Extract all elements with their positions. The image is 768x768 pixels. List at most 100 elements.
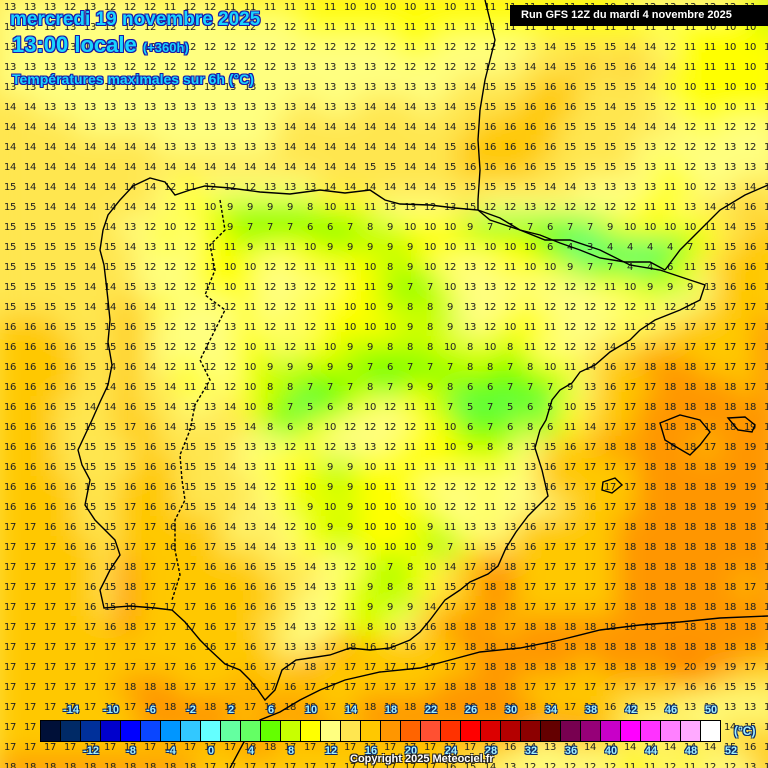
grid-value: 11 (683, 102, 697, 113)
grid-value: 9 (426, 382, 434, 393)
grid-value: 17 (163, 662, 177, 673)
grid-value: 14 (643, 62, 657, 73)
grid-value: 10 (703, 102, 717, 113)
grid-value: 10 (363, 402, 377, 413)
grid-value: 12 (343, 422, 357, 433)
grid-value: 18 (463, 702, 477, 713)
grid-value: 17 (563, 482, 577, 493)
grid-value: 17 (23, 582, 37, 593)
grid-value: 16 (483, 122, 497, 133)
grid-value: 16 (43, 522, 57, 533)
grid-value: 8 (506, 342, 514, 353)
grid-value: 7 (506, 382, 514, 393)
grid-value: 16 (523, 522, 537, 533)
grid-value: 17 (703, 362, 717, 373)
grid-value: 16 (123, 402, 137, 413)
grid-value: 15 (103, 442, 117, 453)
grid-value: 16 (523, 542, 537, 553)
legend-label-bottom: 28 (484, 745, 498, 757)
grid-value: 17 (743, 582, 757, 593)
grid-value: 11 (683, 762, 697, 768)
grid-value: 14 (403, 182, 417, 193)
grid-value: 11 (763, 102, 768, 113)
grid-value: 17 (643, 342, 657, 353)
grid-value: 17 (583, 522, 597, 533)
grid-value: 14 (223, 402, 237, 413)
grid-value: 16 (63, 342, 77, 353)
grid-value: 15 (103, 262, 117, 273)
grid-value: 7 (326, 382, 334, 393)
grid-value: 9 (406, 242, 414, 253)
grid-value: 10 (423, 502, 437, 513)
grid-value: 16 (583, 62, 597, 73)
grid-value: 11 (703, 122, 717, 133)
grid-value: 15 (603, 82, 617, 93)
grid-value: 13 (463, 302, 477, 313)
grid-value: 12 (703, 182, 717, 193)
grid-value: 16 (203, 602, 217, 613)
grid-value: 13 (263, 122, 277, 133)
grid-value: 17 (343, 762, 357, 768)
grid-value: 12 (263, 62, 277, 73)
grid-value: 14 (643, 42, 657, 53)
grid-value: 12 (223, 62, 237, 73)
grid-value: 9 (566, 382, 574, 393)
grid-value: 11 (343, 282, 357, 293)
grid-value: 14 (83, 182, 97, 193)
grid-value: 7 (486, 402, 494, 413)
grid-value: 17 (203, 742, 217, 753)
grid-value: 15 (103, 322, 117, 333)
grid-value: 16 (23, 402, 37, 413)
grid-value: 14 (623, 42, 637, 53)
grid-value: 16 (123, 382, 137, 393)
grid-value: 13 (103, 22, 117, 33)
grid-value: 14 (23, 122, 37, 133)
grid-value: 15 (123, 262, 137, 273)
grid-value: 19 (723, 662, 737, 673)
grid-value: 13 (383, 202, 397, 213)
grid-value: 15 (703, 262, 717, 273)
grid-value: 16 (3, 502, 17, 513)
grid-value: 15 (3, 262, 17, 273)
grid-value: 18 (603, 442, 617, 453)
grid-value: 18 (383, 702, 397, 713)
grid-value: 18 (83, 762, 97, 768)
grid-value: 18 (683, 522, 697, 533)
grid-value: 14 (43, 202, 57, 213)
grid-value: 11 (503, 22, 517, 33)
grid-value: 12 (503, 502, 517, 513)
grid-value: 14 (243, 482, 257, 493)
grid-value: 13 (743, 702, 757, 713)
grid-value: 14 (363, 122, 377, 133)
grid-value: 11 (663, 202, 677, 213)
grid-value: 18 (763, 562, 768, 573)
grid-value: 18 (623, 442, 637, 453)
grid-value: 17 (243, 702, 257, 713)
grid-value: 16 (163, 462, 177, 473)
grid-value: 17 (103, 702, 117, 713)
grid-value: 13 (243, 522, 257, 533)
grid-value: 9 (406, 382, 414, 393)
legend-label-top: 10 (304, 704, 318, 716)
grid-value: 18 (523, 642, 537, 653)
grid-value: 17 (303, 762, 317, 768)
grid-value: 19 (723, 502, 737, 513)
grid-value: 17 (563, 682, 577, 693)
grid-value: 12 (663, 762, 677, 768)
grid-value: 18 (703, 562, 717, 573)
grid-value: 16 (243, 662, 257, 673)
grid-value: 13 (243, 142, 257, 153)
grid-value: 11 (463, 462, 477, 473)
grid-value: 14 (543, 62, 557, 73)
legend-label-bottom: 16 (364, 745, 378, 757)
grid-value: 15 (603, 122, 617, 133)
grid-value: 18 (503, 662, 517, 673)
grid-value: 11 (423, 22, 437, 33)
grid-value: 9 (346, 462, 354, 473)
grid-value: 13 (723, 142, 737, 153)
grid-value: 18 (563, 662, 577, 673)
grid-value: 13 (183, 402, 197, 413)
grid-value: 12 (163, 202, 177, 213)
grid-value: 15 (83, 342, 97, 353)
